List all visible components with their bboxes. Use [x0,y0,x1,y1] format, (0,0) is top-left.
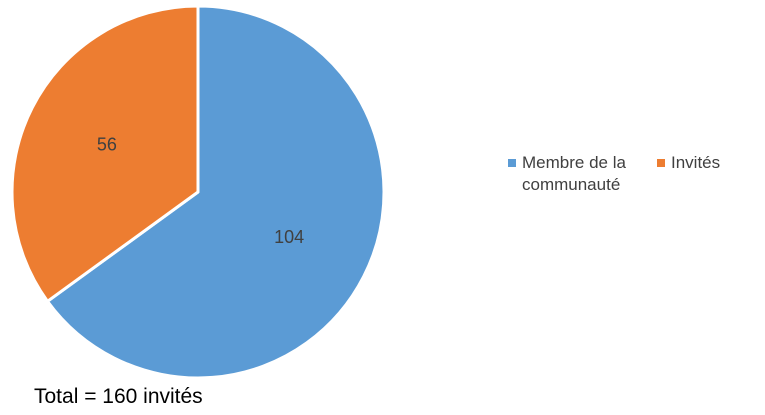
legend-label-invites: Invités [671,152,720,174]
chart-legend: Membre de la communauté Invités [508,152,720,196]
data-label-membre: 104 [274,227,304,247]
legend-swatch-invites [657,159,665,167]
total-annotation: Total = 160 invités [34,385,203,409]
pie-slices [12,6,384,378]
legend-item-membre: Membre de la communauté [508,152,647,196]
data-label-invites: 56 [97,134,117,154]
legend-label-membre: Membre de la communauté [522,152,647,196]
legend-item-invites: Invités [657,152,720,174]
legend-swatch-membre [508,159,516,167]
